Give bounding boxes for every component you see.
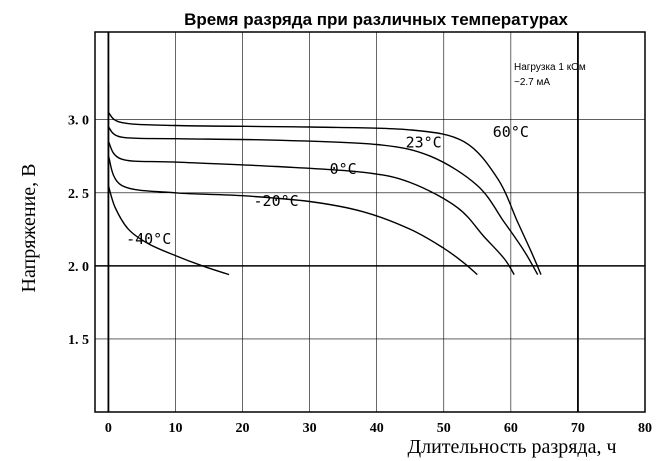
series-line-4 — [107, 185, 230, 276]
series-line-3 — [107, 155, 478, 276]
series-line-0 — [107, 111, 542, 275]
series-line-1 — [107, 126, 539, 275]
curve-labels: 60°C 23°C 0°C -20°C -40°C — [126, 123, 529, 248]
plot-frame — [94, 31, 646, 413]
x-tick-label: 20 — [236, 421, 250, 436]
y-tick-label: 3. 0 — [68, 114, 89, 129]
grid — [94, 31, 646, 413]
chart-title: Время разряда при различных температурах — [184, 10, 568, 29]
discharge-curves — [107, 83, 542, 276]
curve-label-4: -40°C — [126, 230, 171, 248]
series-line-2 — [107, 141, 515, 275]
x-tick-labels: 0 10 20 30 40 50 60 70 80 — [105, 421, 652, 436]
x-tick-label: 70 — [571, 421, 585, 436]
curve-label-1: 23°C — [406, 133, 442, 151]
load-annotation-line-2: ~2.7 мА — [514, 77, 550, 88]
x-tick-label: 80 — [638, 421, 652, 436]
x-tick-label: 60 — [504, 421, 518, 436]
x-tick-label: 50 — [437, 421, 451, 436]
curve-label-2: 0°C — [330, 160, 357, 178]
x-tick-label: 30 — [303, 421, 317, 436]
y-tick-label: 1. 5 — [68, 333, 89, 348]
load-annotation-line-1: Нагрузка 1 кОм — [514, 62, 586, 73]
y-axis-label: Напряжение, В — [18, 163, 40, 292]
curve-label-0: 60°C — [493, 123, 529, 141]
y-tick-labels: 1. 5 2. 0 2. 5 3. 0 — [68, 114, 89, 348]
x-tick-label: 10 — [168, 421, 182, 436]
curve-label-3: -20°C — [254, 192, 299, 210]
y-tick-label: 2. 0 — [68, 260, 89, 275]
x-tick-label: 0 — [105, 421, 112, 436]
x-axis-label: Длительность разряда, ч — [407, 436, 616, 458]
x-tick-label: 40 — [370, 421, 384, 436]
y-tick-label: 2. 5 — [68, 187, 89, 202]
